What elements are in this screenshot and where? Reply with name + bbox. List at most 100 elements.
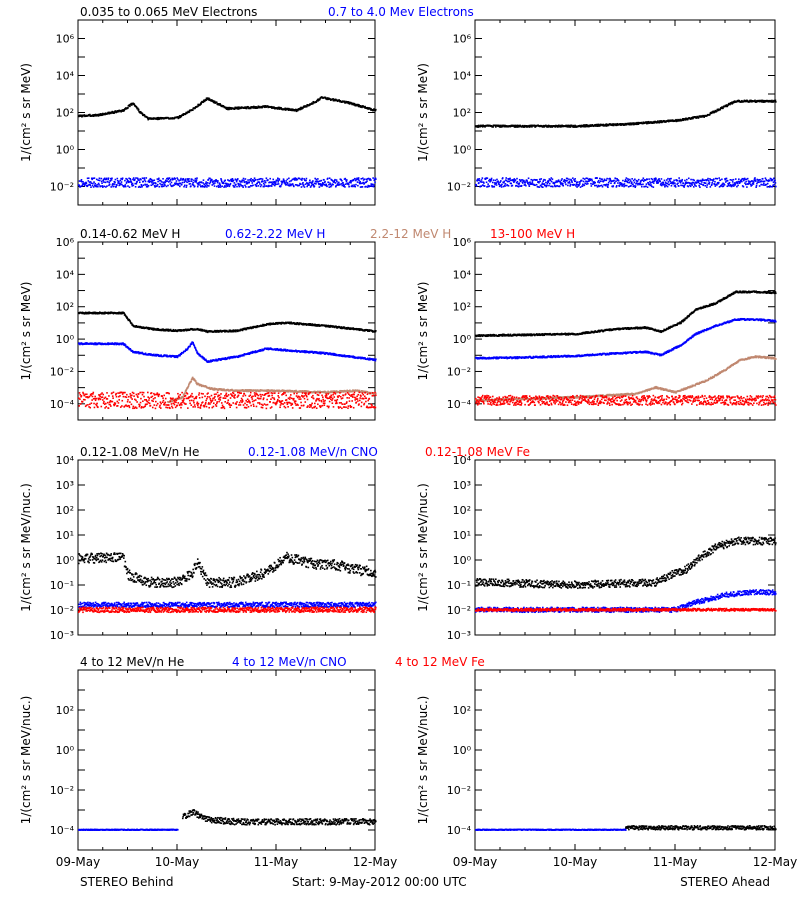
data-point: [228, 185, 231, 188]
data-point: [774, 182, 777, 184]
data-point: [334, 182, 337, 184]
data-point: [255, 105, 257, 108]
data-point: [143, 114, 146, 116]
data-point: [576, 181, 579, 183]
data-point: [169, 178, 172, 181]
data-point: [196, 351, 199, 353]
data-point: [657, 181, 660, 184]
data-point: [120, 177, 122, 180]
data-point: [560, 183, 562, 185]
data-point: [516, 177, 518, 180]
data-point: [325, 183, 328, 186]
data-point: [644, 122, 646, 124]
data-point: [278, 108, 281, 110]
data-point: [495, 184, 498, 186]
data-point: [177, 184, 180, 186]
data-point: [627, 179, 630, 182]
data-point: [527, 177, 530, 180]
data-point: [291, 183, 294, 185]
data-point: [175, 182, 178, 185]
data-point: [559, 182, 562, 184]
data-point: [254, 178, 257, 181]
data-point: [106, 112, 109, 115]
data-point: [620, 183, 623, 186]
data-point: [314, 180, 317, 183]
data-point: [96, 183, 98, 186]
data-point: [672, 119, 674, 122]
data-point: [325, 97, 328, 99]
data-point: [272, 178, 275, 181]
data-point: [650, 177, 653, 180]
data-point: [722, 107, 724, 109]
data-point: [201, 328, 204, 331]
data-point: [622, 179, 624, 182]
data-point: [516, 180, 519, 183]
data-point: [645, 183, 648, 185]
data-point: [521, 182, 524, 184]
data-point: [345, 180, 348, 183]
data-point: [220, 180, 223, 183]
data-point: [149, 177, 152, 180]
data-point: [705, 179, 708, 182]
data-point: [317, 325, 319, 327]
data-point: [187, 346, 190, 349]
data-point: [108, 112, 111, 115]
series-behind-1: [78, 341, 377, 363]
data-point: [160, 354, 162, 356]
data-point: [105, 177, 108, 180]
data-point: [674, 184, 677, 187]
data-point: [568, 180, 571, 183]
data-point: [731, 184, 734, 187]
data-point: [82, 181, 84, 183]
data-point: [223, 180, 226, 182]
data-point: [569, 183, 572, 186]
data-point: [114, 181, 116, 184]
data-point: [639, 182, 642, 185]
data-point: [245, 328, 248, 331]
data-point: [251, 182, 254, 184]
data-point: [606, 177, 608, 180]
data-point: [632, 179, 635, 182]
data-point: [550, 185, 552, 188]
data-point: [315, 101, 318, 103]
data-point: [670, 184, 673, 187]
data-point: [166, 177, 169, 180]
data-point: [162, 182, 165, 184]
data-point: [113, 111, 116, 113]
data-point: [258, 178, 260, 181]
data-point: [505, 179, 508, 182]
data-point: [92, 177, 95, 180]
data-point: [735, 182, 737, 184]
data-point: [773, 183, 776, 186]
data-point: [732, 183, 734, 186]
data-point: [109, 111, 111, 114]
data-point: [575, 183, 578, 186]
data-point: [286, 182, 289, 185]
data-point: [712, 178, 715, 180]
data-point: [355, 183, 357, 186]
data-point: [218, 182, 221, 184]
data-point: [103, 185, 106, 188]
data-point: [578, 184, 580, 187]
data-point: [265, 185, 268, 187]
data-point: [212, 180, 214, 183]
data-point: [103, 312, 106, 315]
data-point: [356, 177, 358, 180]
data-point: [313, 185, 316, 188]
data-point: [718, 186, 721, 188]
data-point: [327, 181, 330, 184]
data-point: [254, 350, 257, 352]
data-point: [655, 178, 657, 180]
data-point: [663, 184, 665, 186]
data-point: [574, 180, 577, 182]
data-point: [693, 183, 696, 185]
data-point: [190, 180, 193, 182]
data-point: [755, 101, 758, 103]
data-point: [588, 180, 590, 182]
data-point: [641, 179, 644, 181]
data-point: [723, 184, 726, 186]
data-point: [674, 182, 676, 185]
data-point: [523, 184, 526, 186]
data-point: [708, 183, 710, 185]
